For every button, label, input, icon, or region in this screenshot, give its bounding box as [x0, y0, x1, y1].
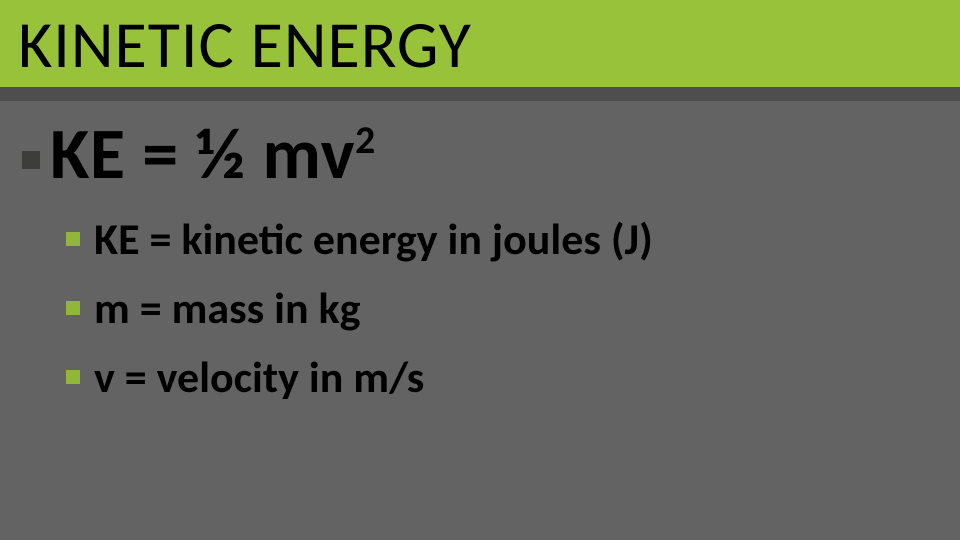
slide: KINETIC ENERGY KE = ½ mv2 KE = kinetic e… [0, 0, 960, 540]
definition-text: m = mass in kg [94, 281, 361, 336]
square-bullet-icon [66, 301, 80, 315]
definition-text: v = velocity in m/s [94, 350, 424, 405]
list-item: KE = kinetic energy in joules (J) [66, 212, 938, 267]
slide-title: KINETIC ENERGY [18, 10, 942, 79]
formula-base: KE = ½ mv [50, 110, 355, 198]
definitions-list: KE = kinetic energy in joules (J) m = ma… [22, 212, 938, 405]
square-bullet-icon [22, 151, 40, 169]
square-bullet-icon [66, 370, 80, 384]
formula-exponent: 2 [355, 115, 376, 164]
list-item: v = velocity in m/s [66, 350, 938, 405]
formula-text: KE = ½ mv2 [50, 115, 376, 194]
title-band: KINETIC ENERGY [0, 0, 960, 87]
formula-row: KE = ½ mv2 [22, 115, 938, 194]
square-bullet-icon [66, 232, 80, 246]
definition-text: KE = kinetic energy in joules (J) [94, 212, 653, 267]
accent-band [0, 87, 960, 101]
body-area: KE = ½ mv2 KE = kinetic energy in joules… [0, 101, 960, 405]
list-item: m = mass in kg [66, 281, 938, 336]
